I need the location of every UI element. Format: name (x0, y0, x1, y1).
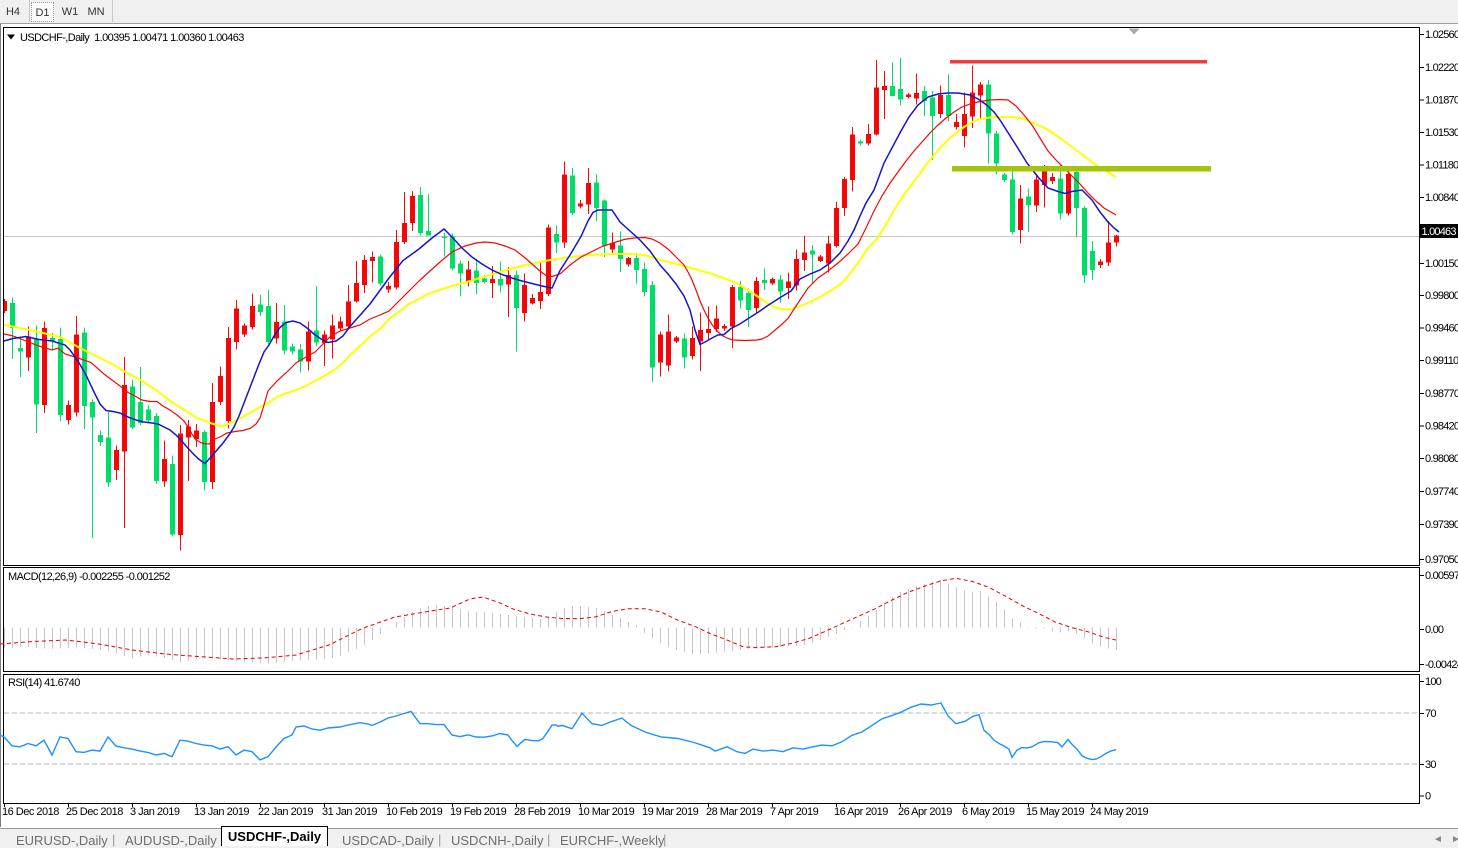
svg-text:1.00150: 1.00150 (1425, 258, 1458, 270)
svg-text:28 Feb 2019: 28 Feb 2019 (514, 806, 571, 818)
svg-text:USDCHF-,Daily 1.00395 1.00471: USDCHF-,Daily 1.00395 1.00471 1.00360 1.… (20, 32, 244, 44)
svg-text:10 Feb 2019: 10 Feb 2019 (386, 806, 443, 818)
svg-text:26 Apr 2019: 26 Apr 2019 (898, 806, 952, 818)
svg-text:13 Jan 2019: 13 Jan 2019 (194, 806, 249, 818)
svg-text:1.02220: 1.02220 (1425, 62, 1458, 74)
svg-text:MACD(12,26,9) -0.002255 -0.001: MACD(12,26,9) -0.002255 -0.001252 (8, 571, 170, 583)
svg-text:25 Dec 2018: 25 Dec 2018 (66, 806, 123, 818)
svg-text:100: 100 (1425, 676, 1442, 688)
svg-text:RSI(14) 41.6740: RSI(14) 41.6740 (8, 677, 80, 689)
svg-text:1.01870: 1.01870 (1425, 95, 1458, 107)
svg-text:15 May 2019: 15 May 2019 (1026, 806, 1084, 818)
svg-text:3 Jan 2019: 3 Jan 2019 (130, 806, 180, 818)
svg-text:30: 30 (1425, 759, 1436, 771)
svg-text:0.99460: 0.99460 (1425, 323, 1458, 335)
svg-text:6 May 2019: 6 May 2019 (962, 806, 1015, 818)
svg-text:0.99800: 0.99800 (1425, 290, 1458, 302)
svg-text:0.00: 0.00 (1425, 624, 1444, 636)
svg-text:0.98080: 0.98080 (1425, 453, 1458, 465)
svg-text:1.01530: 1.01530 (1425, 127, 1458, 139)
svg-text:1.01180: 1.01180 (1425, 160, 1458, 172)
svg-text:19 Feb 2019: 19 Feb 2019 (450, 806, 507, 818)
svg-text:31 Jan 2019: 31 Jan 2019 (322, 806, 377, 818)
svg-text:0: 0 (1425, 791, 1431, 803)
svg-text:24 May 2019: 24 May 2019 (1090, 806, 1148, 818)
svg-text:10 Mar 2019: 10 Mar 2019 (578, 806, 635, 818)
svg-text:0.97050: 0.97050 (1425, 554, 1458, 566)
svg-text:28 Mar 2019: 28 Mar 2019 (706, 806, 763, 818)
svg-text:7 Apr 2019: 7 Apr 2019 (770, 806, 819, 818)
svg-text:1.00840: 1.00840 (1425, 192, 1458, 204)
svg-text:16 Dec 2018: 16 Dec 2018 (2, 806, 59, 818)
svg-text:19 Mar 2019: 19 Mar 2019 (642, 806, 699, 818)
svg-text:0.00597: 0.00597 (1425, 570, 1458, 582)
svg-text:1.02560: 1.02560 (1425, 29, 1458, 41)
svg-text:-0.00424: -0.00424 (1425, 659, 1458, 671)
svg-text:16 Apr 2019: 16 Apr 2019 (834, 806, 888, 818)
svg-text:0.97740: 0.97740 (1425, 486, 1458, 498)
svg-text:0.98420: 0.98420 (1425, 421, 1458, 433)
svg-text:70: 70 (1425, 708, 1436, 720)
svg-text:22 Jan 2019: 22 Jan 2019 (258, 806, 313, 818)
svg-text:1.00463: 1.00463 (1422, 226, 1457, 238)
svg-text:0.97390: 0.97390 (1425, 519, 1458, 531)
svg-text:0.98770: 0.98770 (1425, 388, 1458, 400)
svg-text:0.99110: 0.99110 (1425, 355, 1458, 367)
